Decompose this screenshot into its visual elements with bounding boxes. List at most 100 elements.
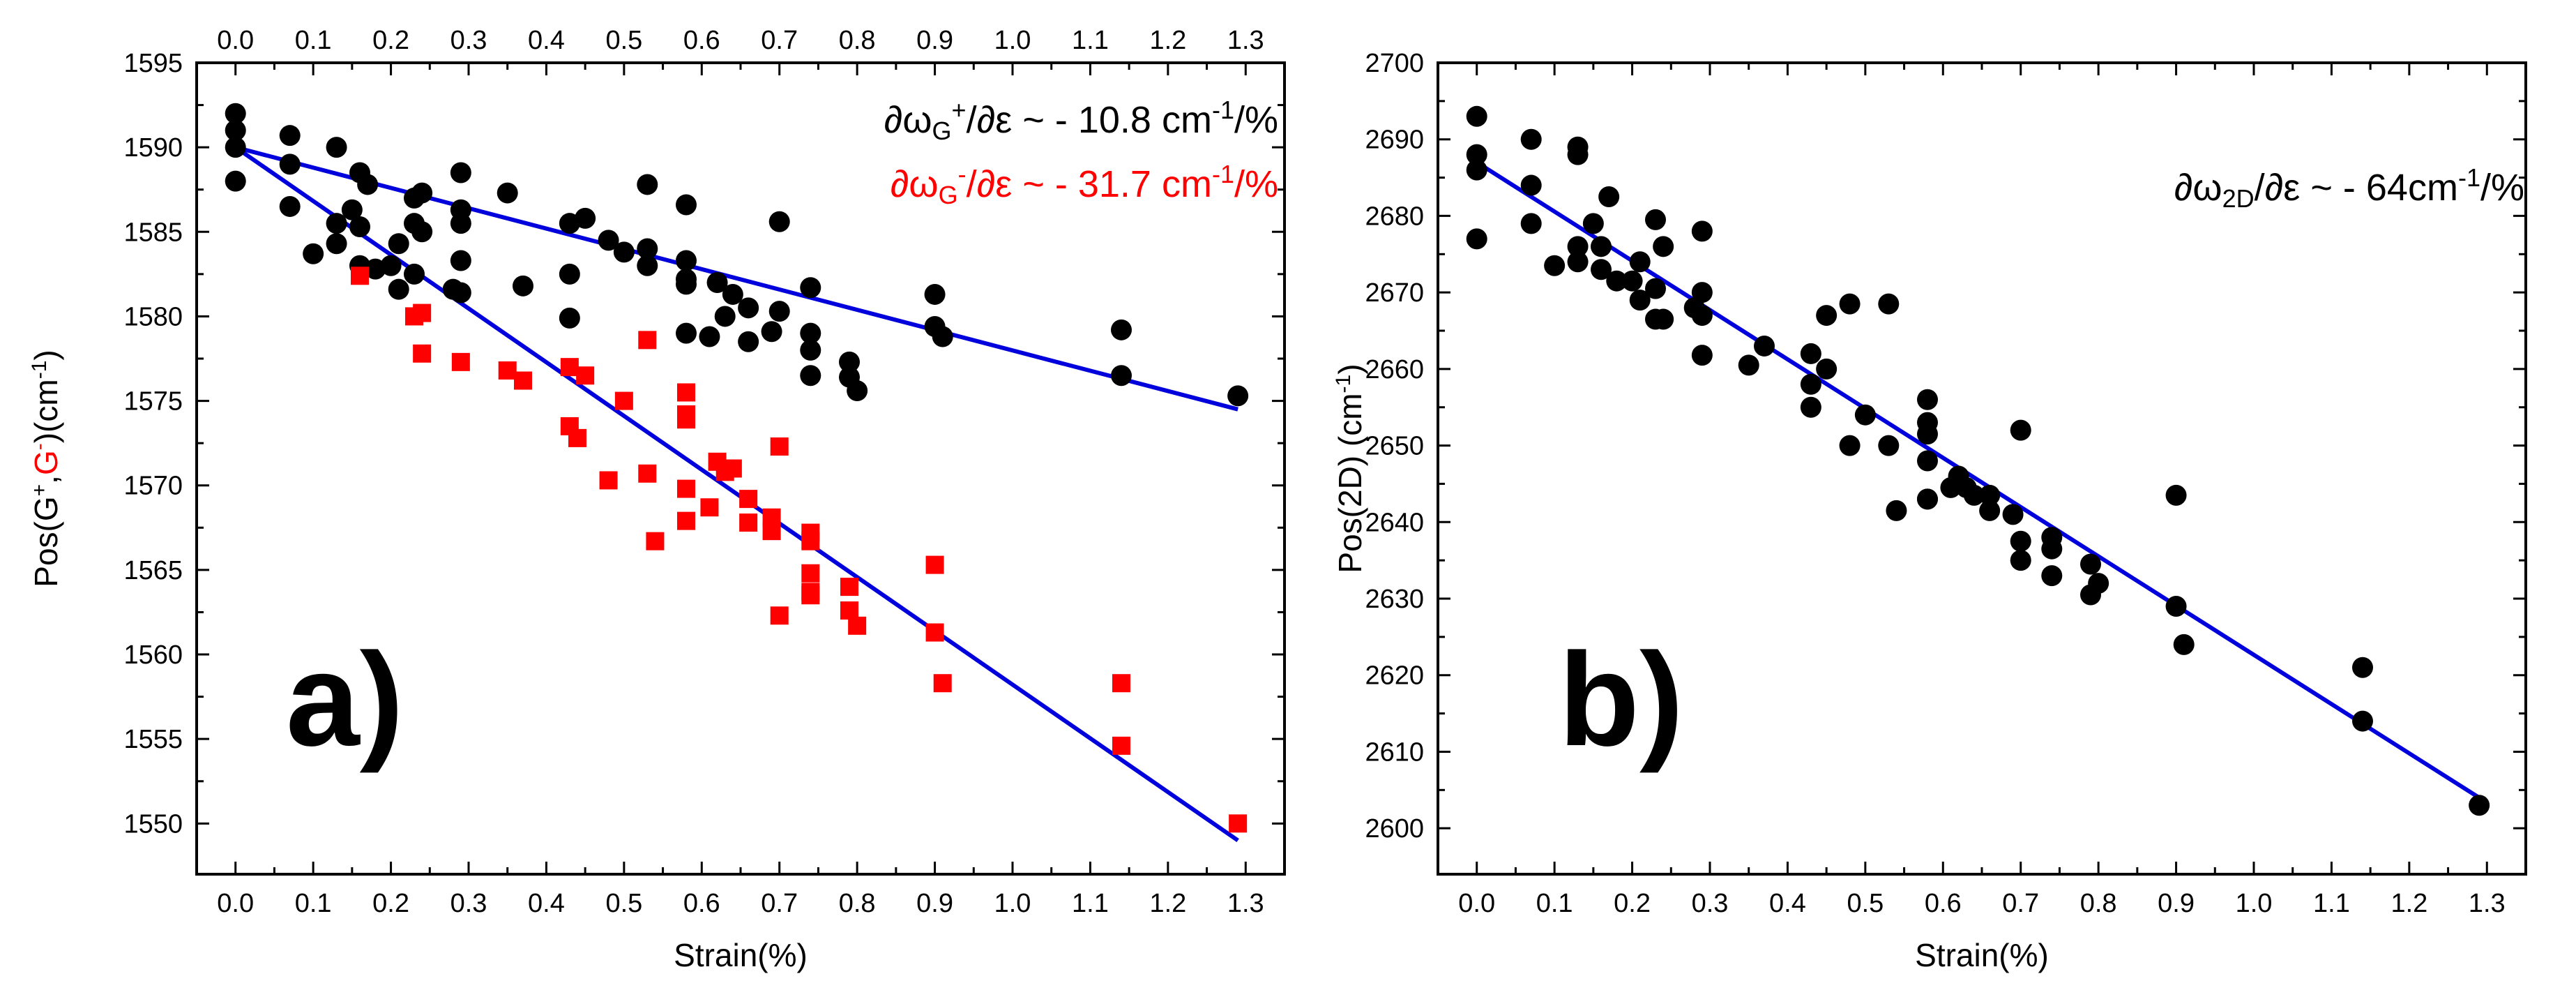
data-point-circle — [924, 283, 946, 305]
data-point-circle — [768, 301, 790, 322]
data-point-circle — [411, 182, 433, 204]
x-tick-label-top: 0.1 — [295, 26, 332, 55]
slope-gplus-part-5: /% — [1234, 99, 1278, 141]
data-point-circle — [722, 283, 743, 305]
x-tick-label: 0.4 — [528, 889, 565, 918]
data-point-circle — [1878, 435, 1900, 456]
data-point-circle — [1645, 209, 1666, 230]
data-point-circle — [225, 119, 246, 141]
y-axis-label: Pos(2D) (cm-1) — [1332, 363, 1369, 573]
data-point-square — [723, 459, 742, 478]
y-axis-label-part-2: ) — [1332, 363, 1368, 374]
y-tick-label: 2670 — [1365, 278, 1424, 308]
data-point-circle — [699, 326, 720, 347]
data-point-circle — [279, 125, 301, 147]
data-point-circle — [279, 195, 301, 217]
y-axis-label-part-1: + — [28, 484, 51, 497]
data-point-square — [700, 498, 719, 517]
y-tick-label: 1550 — [123, 809, 183, 839]
data-point-square — [801, 532, 820, 550]
data-point-circle — [388, 278, 409, 300]
slope-2d-annotation: ∂ω2D/∂ε ~ - 64cm-1/% — [2174, 163, 2524, 213]
y-tick-label: 2700 — [1365, 49, 1424, 78]
data-point-circle — [2010, 530, 2031, 552]
y-tick-label: 2680 — [1365, 202, 1424, 231]
data-point-square — [677, 383, 695, 402]
data-point-circle — [637, 174, 658, 195]
data-point-circle — [1111, 319, 1132, 340]
data-point-circle — [2173, 634, 2195, 655]
slope-2d-part-5: /% — [2480, 167, 2524, 209]
data-point-circle — [839, 351, 860, 373]
data-point-circle — [2010, 419, 2031, 441]
data-point-circle — [1800, 343, 1821, 364]
data-point-circle — [2010, 550, 2031, 571]
data-point-square — [840, 578, 858, 597]
data-point-circle — [341, 199, 363, 220]
x-tick-label: 1.2 — [1149, 889, 1186, 918]
x-tick-label: 0.2 — [1614, 889, 1651, 918]
data-point-circle — [1621, 270, 1643, 292]
x-tick-label-top: 0.0 — [217, 26, 254, 55]
data-point-circle — [380, 255, 402, 276]
x-tick-label: 1.1 — [2313, 889, 2350, 918]
data-point-circle — [1544, 255, 1566, 276]
x-tick-label-top: 0.3 — [450, 26, 487, 55]
slope-gminus-part-0: ∂ω — [891, 163, 939, 205]
data-point-circle — [2165, 595, 2187, 617]
x-tick-label-top: 0.5 — [605, 26, 642, 55]
panel-b-chart: 0.0 0.1 0.2 0.3 0.4 0.5 0.6 0.7 0.8 0.9 1.0 1.1 1.2 1… — [1332, 49, 2527, 973]
y-tick-label: 2690 — [1365, 126, 1424, 155]
data-point-circle — [357, 174, 379, 195]
x-tick-label: 0.6 — [1925, 889, 1962, 918]
y-tick-label: 1565 — [123, 556, 183, 585]
data-point-circle — [1800, 373, 1821, 395]
data-point-circle — [800, 339, 821, 361]
x-axis-label: Strain(%) — [1915, 937, 2049, 973]
data-point-circle — [1466, 159, 1487, 181]
data-point-square — [638, 464, 657, 483]
data-point-circle — [1886, 500, 1907, 521]
data-point-circle — [1598, 186, 1620, 208]
data-point-square — [560, 358, 579, 377]
data-point-circle — [932, 326, 953, 347]
data-point-circle — [388, 233, 409, 255]
x-tick-label: 0.0 — [217, 889, 254, 918]
data-point-circle — [1567, 144, 1589, 165]
data-point-circle — [450, 162, 471, 183]
data-point-circle — [1111, 365, 1132, 387]
data-point-circle — [326, 233, 347, 255]
data-point-square — [614, 391, 633, 410]
data-point-circle — [637, 238, 658, 260]
x-tick-label-top: 1.3 — [1227, 26, 1264, 55]
x-tick-label: 0.3 — [1692, 889, 1729, 918]
data-point-square — [925, 555, 944, 574]
data-point-square — [1229, 814, 1248, 833]
data-point-circle — [513, 275, 533, 297]
data-point-circle — [1227, 385, 1249, 407]
data-point-square — [739, 490, 758, 509]
x-tick-label-top: 0.7 — [761, 26, 798, 55]
y-tick-label: 1595 — [123, 49, 183, 78]
data-point-circle — [1629, 290, 1651, 311]
y-axis-label-part-5: )(cm — [28, 379, 64, 443]
y-tick-label: 1570 — [123, 472, 183, 501]
y-tick-label: 2620 — [1365, 661, 1424, 691]
data-point-circle — [676, 322, 697, 344]
data-point-circle — [2088, 573, 2109, 594]
data-point-circle — [598, 230, 619, 251]
data-point-square — [677, 410, 695, 429]
data-point-square — [770, 437, 789, 456]
data-point-circle — [279, 153, 301, 175]
y-tick-label: 1560 — [123, 640, 183, 670]
y-axis-label-part-4: - — [28, 443, 51, 450]
data-point-square — [646, 532, 665, 550]
data-point-circle — [676, 250, 697, 271]
x-tick-label: 0.1 — [295, 889, 332, 918]
slope-gplus-part-3: /∂ε ~ - 10.8 cm — [967, 99, 1212, 141]
x-tick-label: 0.6 — [683, 889, 720, 918]
x-tick-label: 0.0 — [1458, 889, 1495, 918]
x-tick-label-top: 1.0 — [994, 26, 1031, 55]
data-point-circle — [1963, 484, 1985, 506]
data-point-circle — [1653, 308, 1674, 330]
